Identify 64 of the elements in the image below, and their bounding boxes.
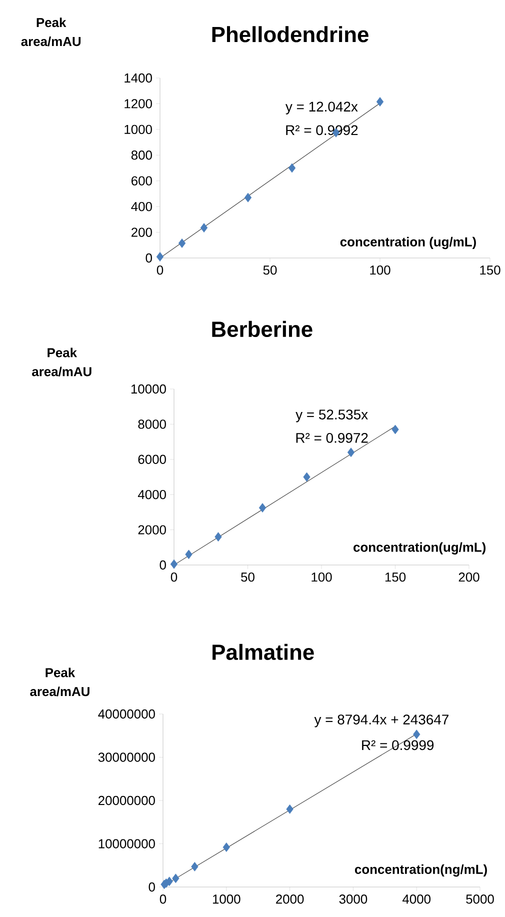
annotation: y = 52.535x (296, 410, 368, 422)
y-tick-label: 6000 (138, 454, 166, 464)
x-tick-label: 150 (385, 572, 406, 582)
x-tick-label: 50 (241, 572, 254, 582)
y-tick-label: 200 (132, 228, 152, 237)
annotation: y = 12.042x (285, 102, 358, 114)
point (156, 252, 164, 262)
x-tick-label: 50 (263, 266, 277, 275)
x-tick-label: 4000 (402, 894, 430, 904)
x-axis-title: concentration(ug/mL) (354, 542, 486, 554)
point (244, 192, 252, 202)
y-tick-label: 400 (131, 202, 152, 212)
x-tick-label: 0 (170, 572, 178, 582)
x-axis-title: concentration (ug/mL) (340, 236, 476, 250)
x-tick-label: 200 (458, 572, 480, 582)
y-tick-label: 4000 (138, 490, 166, 500)
y-tick-label: 1200 (124, 99, 152, 108)
point (200, 223, 208, 232)
y-tick-label: 20000000 (98, 796, 155, 806)
point (170, 559, 178, 569)
y-axis-title: Peak area/mAU (32, 348, 92, 376)
y-tick-label: 40000000 (98, 709, 155, 719)
point (178, 238, 186, 248)
y-tick-label: 1000 (124, 124, 152, 134)
chart-title: Berberine (212, 320, 312, 338)
x-tick-label: 3000 (339, 894, 368, 904)
y-tick-label: 10000000 (98, 839, 155, 848)
point (185, 550, 192, 560)
x-axis-title: concentration(ng/mL) (354, 864, 487, 877)
point (303, 472, 310, 482)
x-tick-label: 100 (370, 266, 390, 275)
x-tick-label: 100 (312, 572, 332, 582)
point (392, 424, 399, 434)
y-tick-label: 600 (132, 176, 152, 186)
y-tick-label: 1400 (124, 73, 152, 83)
chart-title: Palmatine (212, 644, 314, 660)
annotation: y = 8794.4x + 243647 (314, 714, 448, 728)
y-tick-label: 800 (131, 150, 152, 160)
x-tick-label: 5000 (466, 894, 494, 904)
point (376, 97, 384, 106)
point (214, 532, 222, 542)
point (347, 448, 355, 458)
y-tick-label: 0 (148, 882, 155, 892)
y-tick-label: 0 (160, 560, 166, 570)
y-axis-title: Peak area/mAU (30, 668, 90, 696)
point (286, 804, 294, 814)
point (222, 842, 230, 852)
annotation: R² = 0.9972 (296, 432, 368, 443)
y-tick-label: 0 (146, 253, 152, 263)
point (191, 862, 198, 872)
point (166, 876, 173, 886)
y-tick-label: 8000 (138, 420, 166, 429)
x-tick-label: 150 (480, 266, 500, 275)
point (172, 874, 180, 884)
point (413, 730, 420, 740)
y-tick-label: 2000 (138, 525, 166, 534)
point (258, 503, 266, 512)
x-tick-label: 1000 (212, 894, 240, 904)
chart-title: Phellodendrine (212, 26, 368, 42)
y-tick-label: 10000 (131, 384, 166, 394)
x-tick-label: 2000 (276, 894, 304, 904)
y-tick-label: 30000000 (98, 752, 155, 762)
y-axis-title: Peak area/mAU (21, 18, 81, 46)
point (288, 163, 296, 173)
